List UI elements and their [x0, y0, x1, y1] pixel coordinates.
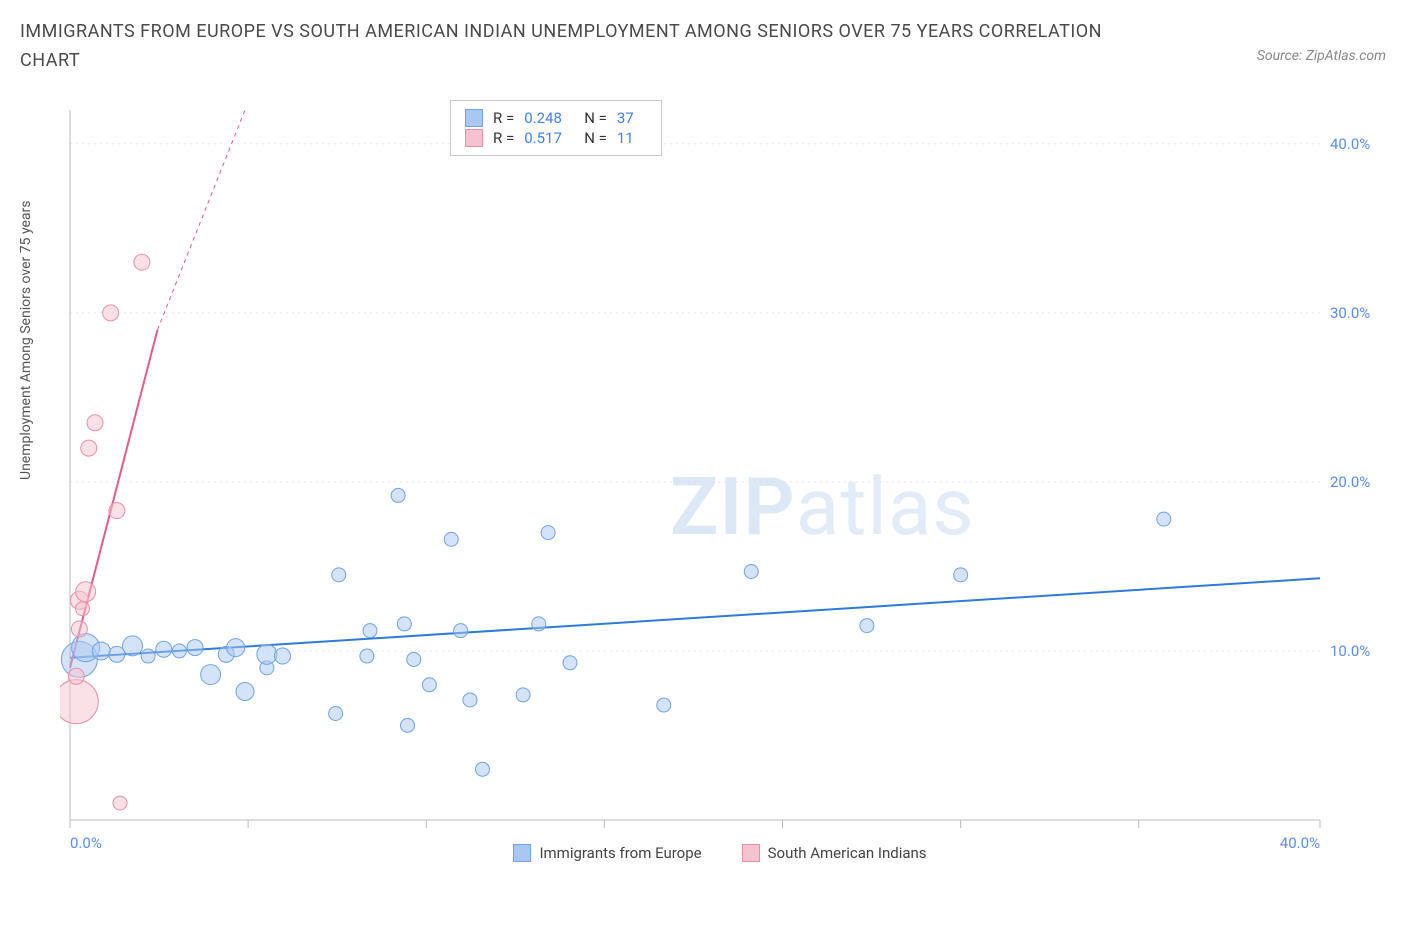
legend-item: South American Indians	[742, 844, 927, 862]
stat-n-value: 11	[617, 129, 647, 147]
stats-row: R = 0.248 N = 37	[465, 109, 647, 127]
stats-box: R = 0.248 N = 37 R = 0.517 N = 11	[450, 100, 662, 156]
stat-r-label: R =	[493, 129, 514, 147]
stats-row: R = 0.517 N = 11	[465, 129, 647, 147]
chart-area: 10.0%20.0%30.0%40.0%0.0%40.0% ZIPatlas R…	[60, 100, 1380, 860]
stat-n-label: N =	[584, 129, 607, 147]
svg-text:30.0%: 30.0%	[1330, 304, 1370, 322]
y-axis-label: Unemployment Among Seniors over 75 years	[18, 201, 34, 481]
legend-item: Immigrants from Europe	[513, 844, 701, 862]
legend-swatch	[513, 844, 531, 862]
scatter-plot: 10.0%20.0%30.0%40.0%0.0%40.0%	[60, 100, 1380, 860]
stat-n-value: 37	[617, 109, 647, 127]
chart-header: IMMIGRANTS FROM EUROPE VS SOUTH AMERICAN…	[0, 0, 1406, 76]
bottom-legend: Immigrants from Europe South American In…	[60, 844, 1380, 862]
legend-swatch	[465, 109, 483, 127]
legend-label: Immigrants from Europe	[539, 844, 701, 862]
stat-n-label: N =	[584, 109, 607, 127]
stat-r-value: 0.517	[524, 129, 574, 147]
legend-label: South American Indians	[768, 844, 927, 862]
legend-swatch	[465, 129, 483, 147]
chart-title: IMMIGRANTS FROM EUROPE VS SOUTH AMERICAN…	[20, 18, 1120, 76]
source-credit: Source: ZipAtlas.com	[1257, 48, 1386, 64]
legend-swatch	[742, 844, 760, 862]
svg-text:20.0%: 20.0%	[1330, 473, 1370, 491]
stat-r-label: R =	[493, 109, 514, 127]
svg-text:10.0%: 10.0%	[1330, 642, 1370, 660]
svg-text:40.0%: 40.0%	[1330, 135, 1370, 153]
stat-r-value: 0.248	[524, 109, 574, 127]
